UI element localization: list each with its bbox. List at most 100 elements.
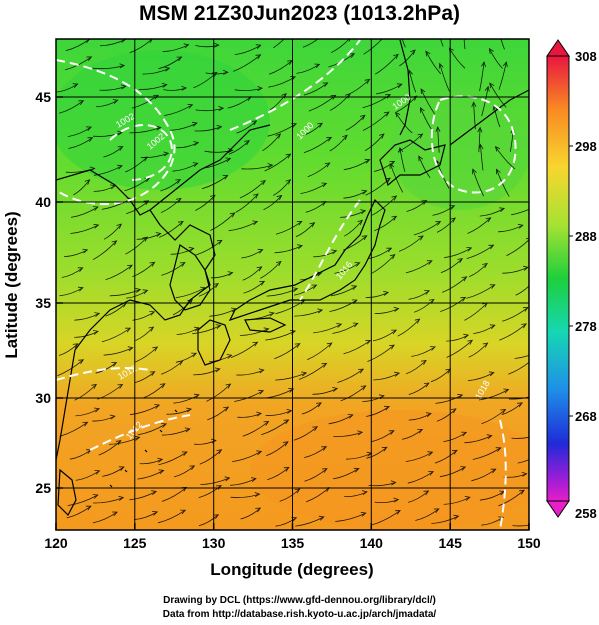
streamline	[198, 485, 222, 498]
streamline-arrowhead	[395, 111, 401, 118]
streamline-arrowhead	[176, 56, 183, 62]
streamline	[335, 512, 366, 522]
streamline	[395, 112, 413, 134]
streamline	[508, 361, 529, 375]
streamline-arrowhead	[365, 339, 372, 345]
streamline-arrowhead	[134, 435, 141, 441]
streamline-arrowhead	[282, 441, 289, 447]
streamline	[210, 212, 235, 231]
streamline-arrowhead	[477, 126, 483, 133]
streamline-arrowhead	[161, 82, 168, 88]
streamline-arrowhead	[488, 48, 494, 54]
streamline	[105, 264, 133, 281]
streamline	[478, 389, 509, 401]
streamline-arrowhead	[87, 137, 94, 142]
streamline	[266, 441, 289, 457]
streamline	[313, 323, 342, 334]
streamline	[502, 307, 529, 322]
streamline-arrowhead	[311, 284, 318, 290]
streamline-arrowhead	[499, 207, 505, 213]
streamline	[345, 115, 366, 131]
credits: Drawing by DCL (https://www.gfd-dennou.o…	[0, 594, 599, 622]
streamline-arrowhead	[259, 280, 266, 286]
streamline-arrowhead	[486, 434, 493, 440]
streamline-arrowhead	[489, 284, 496, 289]
streamline	[495, 146, 516, 170]
streamline	[126, 289, 148, 299]
streamline	[294, 309, 323, 317]
streamline-arrowhead	[92, 330, 99, 335]
streamline-arrowhead	[321, 182, 328, 188]
streamline-arrowhead	[388, 430, 395, 435]
streamline-arrowhead	[226, 354, 233, 359]
streamline-arrowhead	[225, 383, 232, 389]
streamline	[430, 368, 451, 383]
streamline	[102, 466, 125, 477]
streamline	[365, 177, 391, 196]
streamline	[279, 488, 300, 502]
streamline	[236, 120, 257, 134]
streamline-arrowhead	[214, 42, 220, 48]
streamline-arrowhead	[418, 155, 424, 162]
streamline-arrowhead	[263, 327, 270, 333]
streamline-arrowhead	[478, 143, 484, 150]
streamline	[298, 363, 327, 380]
streamline-arrowhead	[276, 194, 283, 201]
streamline	[408, 413, 432, 421]
streamline-arrowhead	[120, 84, 127, 90]
streamline-arrowhead	[193, 393, 200, 399]
streamline	[418, 156, 431, 179]
streamline-arrowhead	[364, 78, 371, 84]
streamline	[334, 262, 360, 274]
streamline	[434, 449, 458, 464]
streamline	[93, 165, 123, 176]
streamline	[305, 201, 327, 213]
streamline	[134, 511, 158, 520]
streamline-arrowhead	[360, 385, 367, 391]
streamline-arrowhead	[159, 383, 166, 389]
streamline-arrowhead	[127, 346, 134, 352]
streamline-arrowhead	[216, 239, 223, 245]
streamline	[295, 516, 324, 527]
streamline-arrowhead	[191, 352, 198, 358]
streamline	[479, 491, 505, 501]
streamline-arrowhead	[381, 446, 388, 452]
streamline-arrowhead	[391, 215, 398, 221]
streamline	[473, 102, 476, 130]
streamline	[274, 245, 303, 254]
streamline-arrowhead	[179, 262, 186, 267]
streamline	[435, 394, 463, 404]
streamline	[275, 372, 307, 381]
streamline-arrowhead	[359, 114, 366, 120]
streamline	[275, 517, 297, 527]
streamline-arrowhead	[418, 235, 424, 241]
streamline	[440, 258, 463, 274]
streamline	[340, 385, 366, 402]
streamline	[363, 39, 383, 55]
streamline	[478, 127, 481, 153]
streamline-arrowhead	[256, 450, 263, 456]
streamline-arrowhead	[417, 429, 424, 434]
streamline-arrowhead	[258, 368, 265, 374]
streamline	[330, 285, 357, 297]
streamline	[307, 342, 333, 361]
streamline-arrowhead	[82, 421, 89, 427]
streamline-arrowhead	[152, 346, 159, 352]
streamline-arrowhead	[225, 157, 232, 163]
streamline	[125, 156, 148, 173]
streamline	[368, 247, 392, 259]
streamline	[266, 288, 298, 297]
streamline-arrowhead	[158, 469, 165, 475]
streamline	[472, 447, 501, 460]
streamline	[374, 499, 399, 504]
streamline-arrowhead	[319, 34, 324, 38]
streamline	[446, 340, 473, 358]
streamline-arrowhead	[77, 286, 84, 292]
streamline-arrowhead	[189, 465, 196, 471]
streamline-arrowhead	[389, 344, 395, 350]
streamline-arrowhead	[393, 306, 400, 312]
streamline-arrowhead	[214, 367, 221, 373]
streamline-arrowhead	[285, 179, 292, 185]
streamline	[374, 54, 399, 75]
